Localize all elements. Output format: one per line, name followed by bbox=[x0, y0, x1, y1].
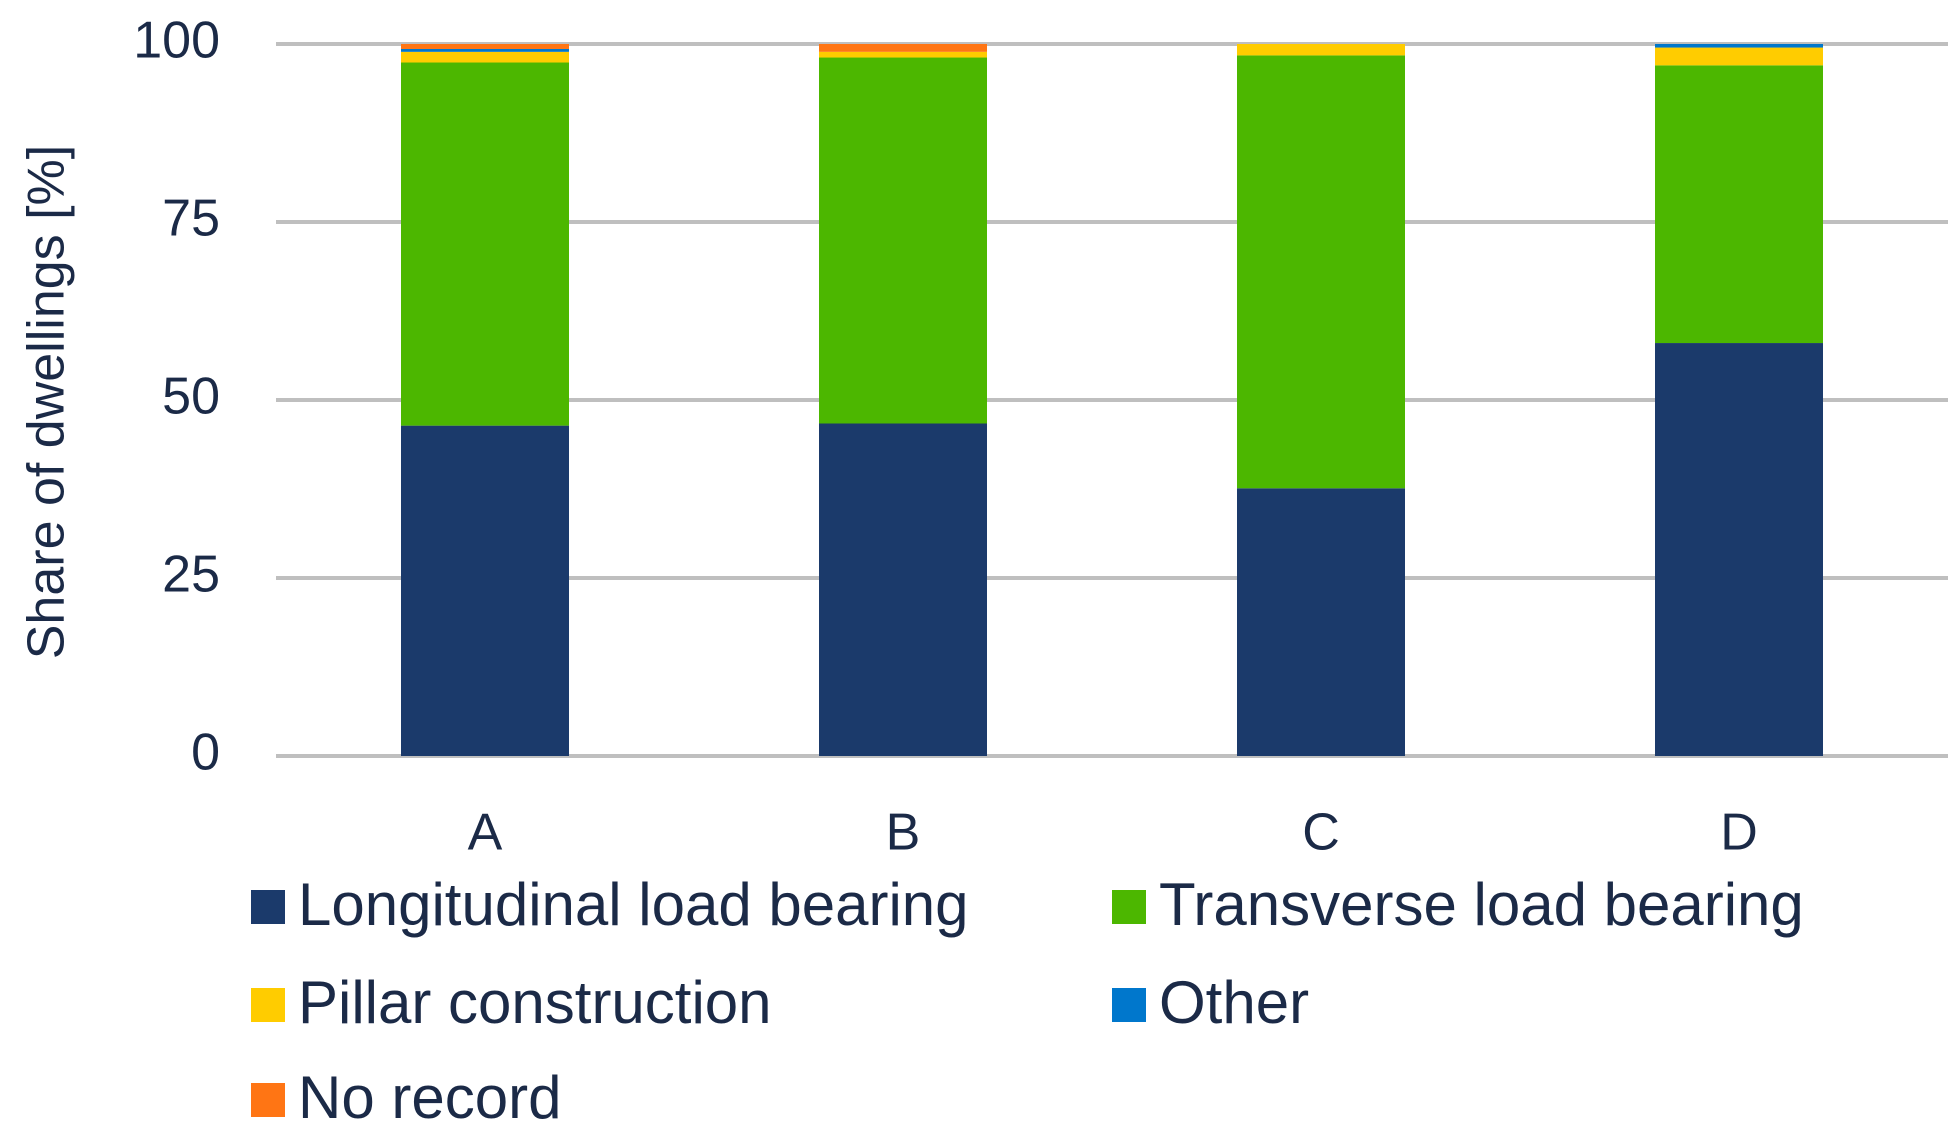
legend-swatch bbox=[251, 988, 285, 1022]
y-tick-label: 100 bbox=[133, 12, 220, 70]
legend-label: Other bbox=[1159, 969, 1309, 1036]
y-tick-label: 75 bbox=[162, 190, 220, 248]
bar-segment bbox=[401, 48, 569, 52]
x-tick-label: D bbox=[1720, 804, 1758, 862]
y-tick-label: 50 bbox=[162, 368, 220, 426]
bar-segment bbox=[1655, 47, 1823, 66]
bar-segment bbox=[401, 44, 569, 49]
legend-label: Transverse load bearing bbox=[1159, 871, 1804, 938]
bar-segment bbox=[1237, 488, 1405, 756]
legend-swatch bbox=[251, 890, 285, 924]
bar-segment bbox=[1655, 65, 1823, 344]
y-tick-label: 25 bbox=[162, 546, 220, 604]
legend-label: Longitudinal load bearing bbox=[298, 871, 969, 938]
bar-segment bbox=[819, 423, 987, 756]
y-axis-label: Share of dwellings [%] bbox=[18, 145, 76, 660]
x-tick-label: A bbox=[468, 804, 503, 862]
bar-segment bbox=[1655, 44, 1823, 48]
legend-swatch bbox=[1112, 988, 1146, 1022]
x-tick-label: C bbox=[1302, 804, 1340, 862]
bar-segment bbox=[819, 51, 987, 58]
legend-label: Pillar construction bbox=[298, 969, 772, 1036]
bar-segment bbox=[1655, 343, 1823, 756]
y-tick-label: 0 bbox=[191, 724, 220, 782]
legend-swatch bbox=[1112, 890, 1146, 924]
bar-segment bbox=[1237, 55, 1405, 489]
bar-segment bbox=[401, 51, 569, 63]
bar-segment bbox=[819, 44, 987, 52]
bar-segment bbox=[401, 425, 569, 756]
legend-swatch bbox=[251, 1083, 285, 1117]
legend-label: No record bbox=[298, 1064, 561, 1131]
x-tick-label: B bbox=[886, 804, 921, 862]
bar-segment bbox=[1237, 44, 1405, 56]
bar-segment bbox=[401, 62, 569, 426]
bar-segment bbox=[819, 57, 987, 424]
